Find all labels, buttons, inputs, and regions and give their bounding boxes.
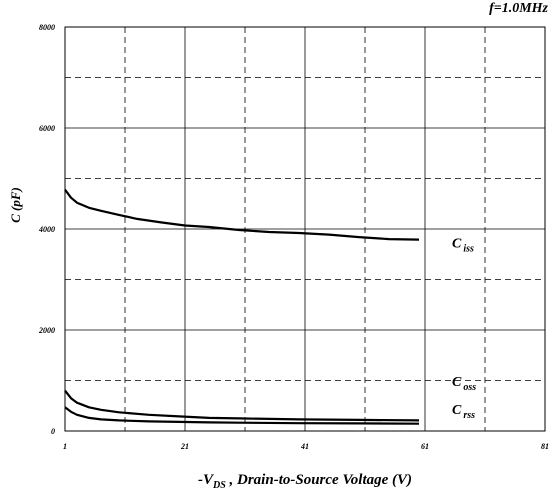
x-tick-label: 21 [180,442,189,451]
series-layer [64,188,420,425]
x-tick-label: 81 [541,442,549,451]
x-axis-label: -VDS , Drain-to-Source Voltage (V) [198,472,412,491]
y-tick-label: 8000 [39,23,55,32]
plot-frame [64,26,546,432]
x-axis-label-sub: DS [212,480,226,491]
x-tick-label: 61 [421,442,429,451]
y-tick-label: 2000 [38,326,55,335]
y-tick-label: 6000 [39,124,55,133]
series-line-ciss [64,188,420,241]
series-line-coss [64,389,420,422]
y-tick-label: 4000 [38,225,55,234]
x-tick-label: 1 [63,442,67,451]
x-tick-label: 41 [300,442,309,451]
x-axis-label-rest: , Drain-to-Source Voltage (V) [226,472,412,488]
grid [65,27,545,431]
x-axis-label-prefix: -V [198,472,215,488]
y-axis-label: C (pF) [8,187,23,223]
frequency-annotation: f=1.0MHz [489,1,548,16]
y-tick-label: 0 [51,427,55,436]
series-line-crss [64,406,420,425]
tick-labels: 1 21 41 61 81 0 2000 4000 6000 8000 [38,23,549,451]
